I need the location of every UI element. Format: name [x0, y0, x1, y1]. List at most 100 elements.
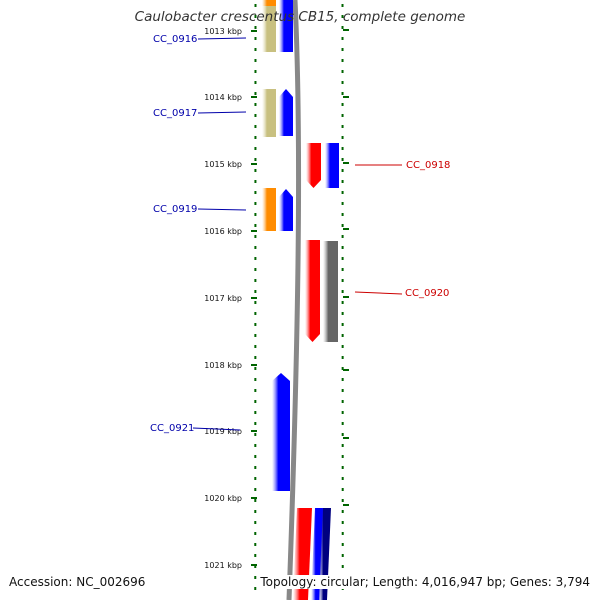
left-rail-dot	[254, 59, 257, 62]
left-rail-dot	[254, 334, 257, 337]
right-rail-dot	[341, 389, 344, 392]
right-rail-dot	[341, 70, 344, 73]
gene-feature-orange	[262, 188, 276, 231]
left-rail-dot	[254, 411, 257, 414]
scale-tick	[251, 96, 257, 98]
gene-feature-orange	[262, 0, 276, 6]
scale-tick-label: 1015 kbp	[204, 160, 242, 169]
right-tick-mark	[343, 296, 349, 298]
left-rail-dot	[254, 92, 257, 95]
left-rail-dot	[254, 202, 257, 205]
left-rail-dot	[254, 235, 257, 238]
gene-label-leader	[354, 291, 403, 295]
right-tick-mark	[343, 29, 349, 31]
gene-label-cc0918: CC_0918	[406, 160, 450, 171]
right-rail-dot	[341, 466, 344, 469]
left-rail-dot	[254, 499, 257, 502]
right-tick-mark	[343, 437, 349, 439]
left-rail-dot	[254, 224, 257, 227]
right-rail-dot	[341, 147, 344, 150]
scale-tick-label: 1021 kbp	[204, 561, 242, 570]
scale-tick-label: 1017 kbp	[204, 294, 242, 303]
right-rail-dot	[341, 356, 344, 359]
gene-feature-khaki	[262, 89, 276, 137]
right-rail-dot	[341, 268, 344, 271]
left-rail-dot	[254, 488, 257, 491]
left-rail-dot	[254, 70, 257, 73]
right-rail-dot	[341, 488, 344, 491]
left-rail-dot	[254, 378, 257, 381]
right-rail-dot	[341, 400, 344, 403]
left-rail-dot	[254, 554, 257, 557]
right-rail-dot	[341, 15, 344, 18]
right-rail-dot	[341, 290, 344, 293]
scale-tick	[251, 297, 257, 299]
left-rail-dot	[254, 356, 257, 359]
right-rail-dot	[341, 323, 344, 326]
right-rail-dot	[341, 444, 344, 447]
left-rail-dot	[254, 37, 257, 40]
right-rail-dot	[341, 334, 344, 337]
right-rail-dot	[341, 26, 344, 29]
right-tick-mark	[343, 504, 349, 506]
right-rail-dot	[341, 411, 344, 414]
right-rail-dot	[341, 422, 344, 425]
scale-tick-label: 1016 kbp	[204, 227, 242, 236]
right-rail-dot	[341, 499, 344, 502]
left-rail-dot	[254, 4, 257, 7]
right-rail-dot	[341, 257, 344, 260]
left-rail-dot	[254, 312, 257, 315]
right-rail-dot	[341, 455, 344, 458]
gene-label-leader	[197, 111, 247, 114]
gene-cc0921-arrow	[272, 373, 290, 491]
left-rail-dot	[254, 136, 257, 139]
right-rail-dot	[341, 48, 344, 51]
left-rail-dot	[254, 444, 257, 447]
scale-tick	[251, 30, 257, 32]
left-rail-dot	[254, 81, 257, 84]
gene-feature-gray	[323, 241, 338, 342]
scale-tick-label: 1019 kbp	[204, 427, 242, 436]
right-rail-dot	[341, 554, 344, 557]
gene-label-cc0917: CC_0917	[153, 108, 197, 119]
left-rail-dot	[254, 213, 257, 216]
gene-label-cc0916: CC_0916	[153, 34, 197, 45]
right-rail-dot	[341, 510, 344, 513]
backbone-curve	[286, 0, 302, 600]
left-rail-dot	[254, 103, 257, 106]
left-rail-dot	[254, 587, 257, 590]
right-rail-dot	[341, 4, 344, 7]
gene-cc0918-arrow	[306, 143, 321, 188]
left-rail-dot	[254, 169, 257, 172]
right-rail-dot	[341, 301, 344, 304]
left-rail-dot	[254, 301, 257, 304]
right-rail-dot	[341, 136, 344, 139]
scale-tick-label: 1018 kbp	[204, 361, 242, 370]
right-rail-dot	[341, 345, 344, 348]
right-tick-mark	[343, 369, 349, 371]
left-rail-dot	[254, 158, 257, 161]
scale-tick-label: 1020 kbp	[204, 494, 242, 503]
gene-feature-khaki	[262, 0, 276, 52]
right-rail-dot	[341, 202, 344, 205]
accession-label: Accession: NC_002696	[7, 575, 148, 589]
left-rail-dot	[254, 367, 257, 370]
right-rail-dot	[341, 477, 344, 480]
right-rail-dot	[341, 125, 344, 128]
left-rail-dot	[254, 191, 257, 194]
right-rail-dot	[341, 103, 344, 106]
left-rail-dot	[254, 455, 257, 458]
right-rail-dot	[341, 37, 344, 40]
map-title: Caulobacter crescentus CB15, complete ge…	[134, 9, 466, 25]
gene-cc0916-arrow	[279, 0, 293, 52]
gene-label-leader	[192, 427, 241, 431]
right-rail-dot	[341, 521, 344, 524]
left-rail-dot	[254, 246, 257, 249]
scale-tick	[251, 564, 257, 566]
left-rail-dot	[254, 543, 257, 546]
gene-label-cc0921: CC_0921	[150, 423, 194, 434]
left-rail-dot	[254, 532, 257, 535]
left-rail-dot	[254, 180, 257, 183]
right-rail-dot	[341, 213, 344, 216]
